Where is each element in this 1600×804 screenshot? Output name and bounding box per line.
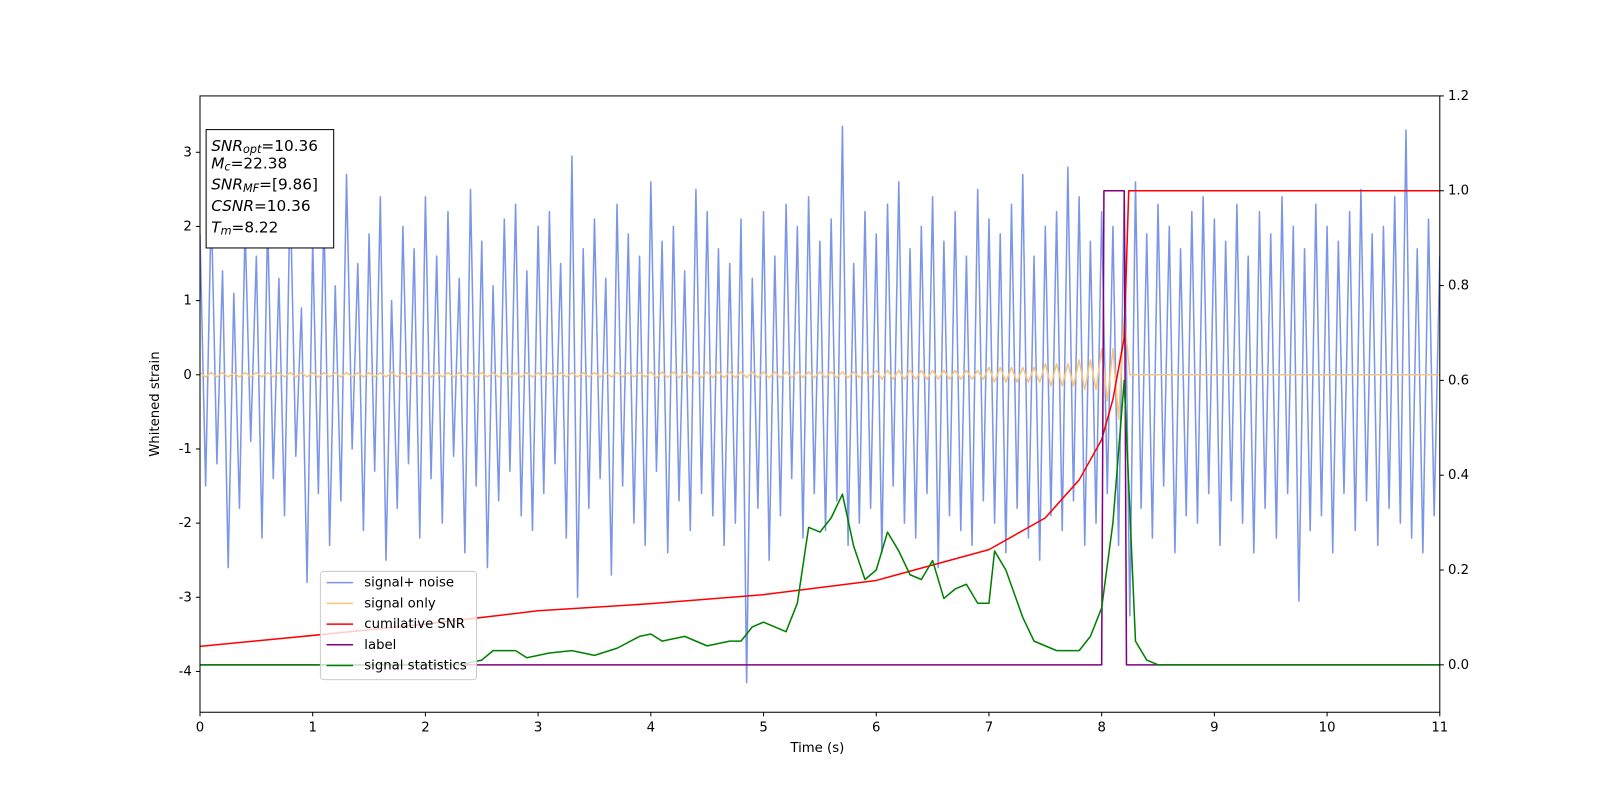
x-tick-label: 1: [308, 721, 316, 736]
y-tick-label: -3: [179, 590, 192, 605]
annotation-symbol: M: [211, 154, 224, 172]
x-tick-label: 7: [985, 721, 993, 736]
annotation-value: =10.36: [261, 136, 318, 154]
x-tick-label: 3: [534, 721, 542, 736]
x-tick-label: 10: [1319, 721, 1336, 736]
annotation-subscript: m: [221, 225, 232, 238]
x-tick-label: 6: [872, 721, 880, 736]
axes-frame: [199, 95, 1441, 713]
annotation-symbol: T: [211, 218, 222, 236]
legend-label: signal only: [364, 596, 436, 611]
y-axis-label: Whitened strain: [148, 351, 163, 456]
y2-tick-label: 1.2: [1448, 89, 1469, 104]
x-tick-label: 9: [1210, 721, 1218, 736]
y-tick-label: -2: [179, 516, 192, 531]
x-tick-label: 0: [196, 721, 204, 736]
series-line: [200, 379, 1440, 666]
annotation-subscript: MF: [243, 182, 260, 195]
annotation-subscript: c: [224, 160, 231, 173]
series-line: [200, 314, 1440, 421]
legend-label: signal statistics: [364, 659, 467, 674]
y2-tick-label: 0.8: [1448, 279, 1469, 294]
annotation-symbol: CSNR: [211, 197, 254, 215]
annotation-value: =8.22: [232, 218, 279, 236]
y2-tick-label: 0.2: [1448, 563, 1469, 578]
y-tick-label: -4: [179, 664, 192, 679]
annotation-line: CSNR=10.36: [211, 197, 310, 215]
annotation-value: =22.38: [231, 154, 288, 172]
legend-label: signal+ noise: [364, 576, 454, 591]
y-tick-label: 1: [183, 294, 191, 309]
annotation-box: [205, 129, 335, 249]
y2-tick-label: 1.0: [1448, 184, 1469, 199]
x-tick-label: 4: [647, 721, 655, 736]
annotation-subscript: opt: [243, 143, 262, 156]
series-line: [200, 125, 1440, 684]
annotation-symbol: SNR: [211, 136, 243, 154]
annotation-line: SNRMF=[9.86]: [211, 175, 318, 195]
y-tick-label: 3: [183, 145, 191, 160]
x-tick-label: 11: [1431, 721, 1448, 736]
annotation-line: Mc=22.38: [211, 154, 287, 174]
annotation-symbol: SNR: [211, 175, 243, 193]
x-tick-label: 8: [1097, 721, 1105, 736]
annotation-line: Tm=8.22: [211, 218, 278, 238]
y2-tick-label: 0.6: [1448, 373, 1469, 388]
annotation-line: SNRopt=10.36: [211, 136, 318, 156]
x-tick-label: 2: [421, 721, 429, 736]
y-tick-label: 0: [183, 368, 191, 383]
x-tick-label: 5: [759, 721, 767, 736]
annotation-value: =[9.86]: [259, 175, 318, 193]
y2-tick-label: 0.0: [1448, 658, 1469, 673]
legend-box: [319, 570, 478, 681]
y2-tick-label: 0.4: [1448, 468, 1469, 483]
legend-label: label: [364, 638, 396, 653]
x-axis-label: Time (s): [789, 741, 844, 756]
y-tick-label: -1: [179, 442, 192, 457]
y-tick-label: 2: [183, 219, 191, 234]
legend-label: cumilative SNR: [364, 617, 465, 632]
annotation-value: =10.36: [254, 197, 311, 215]
